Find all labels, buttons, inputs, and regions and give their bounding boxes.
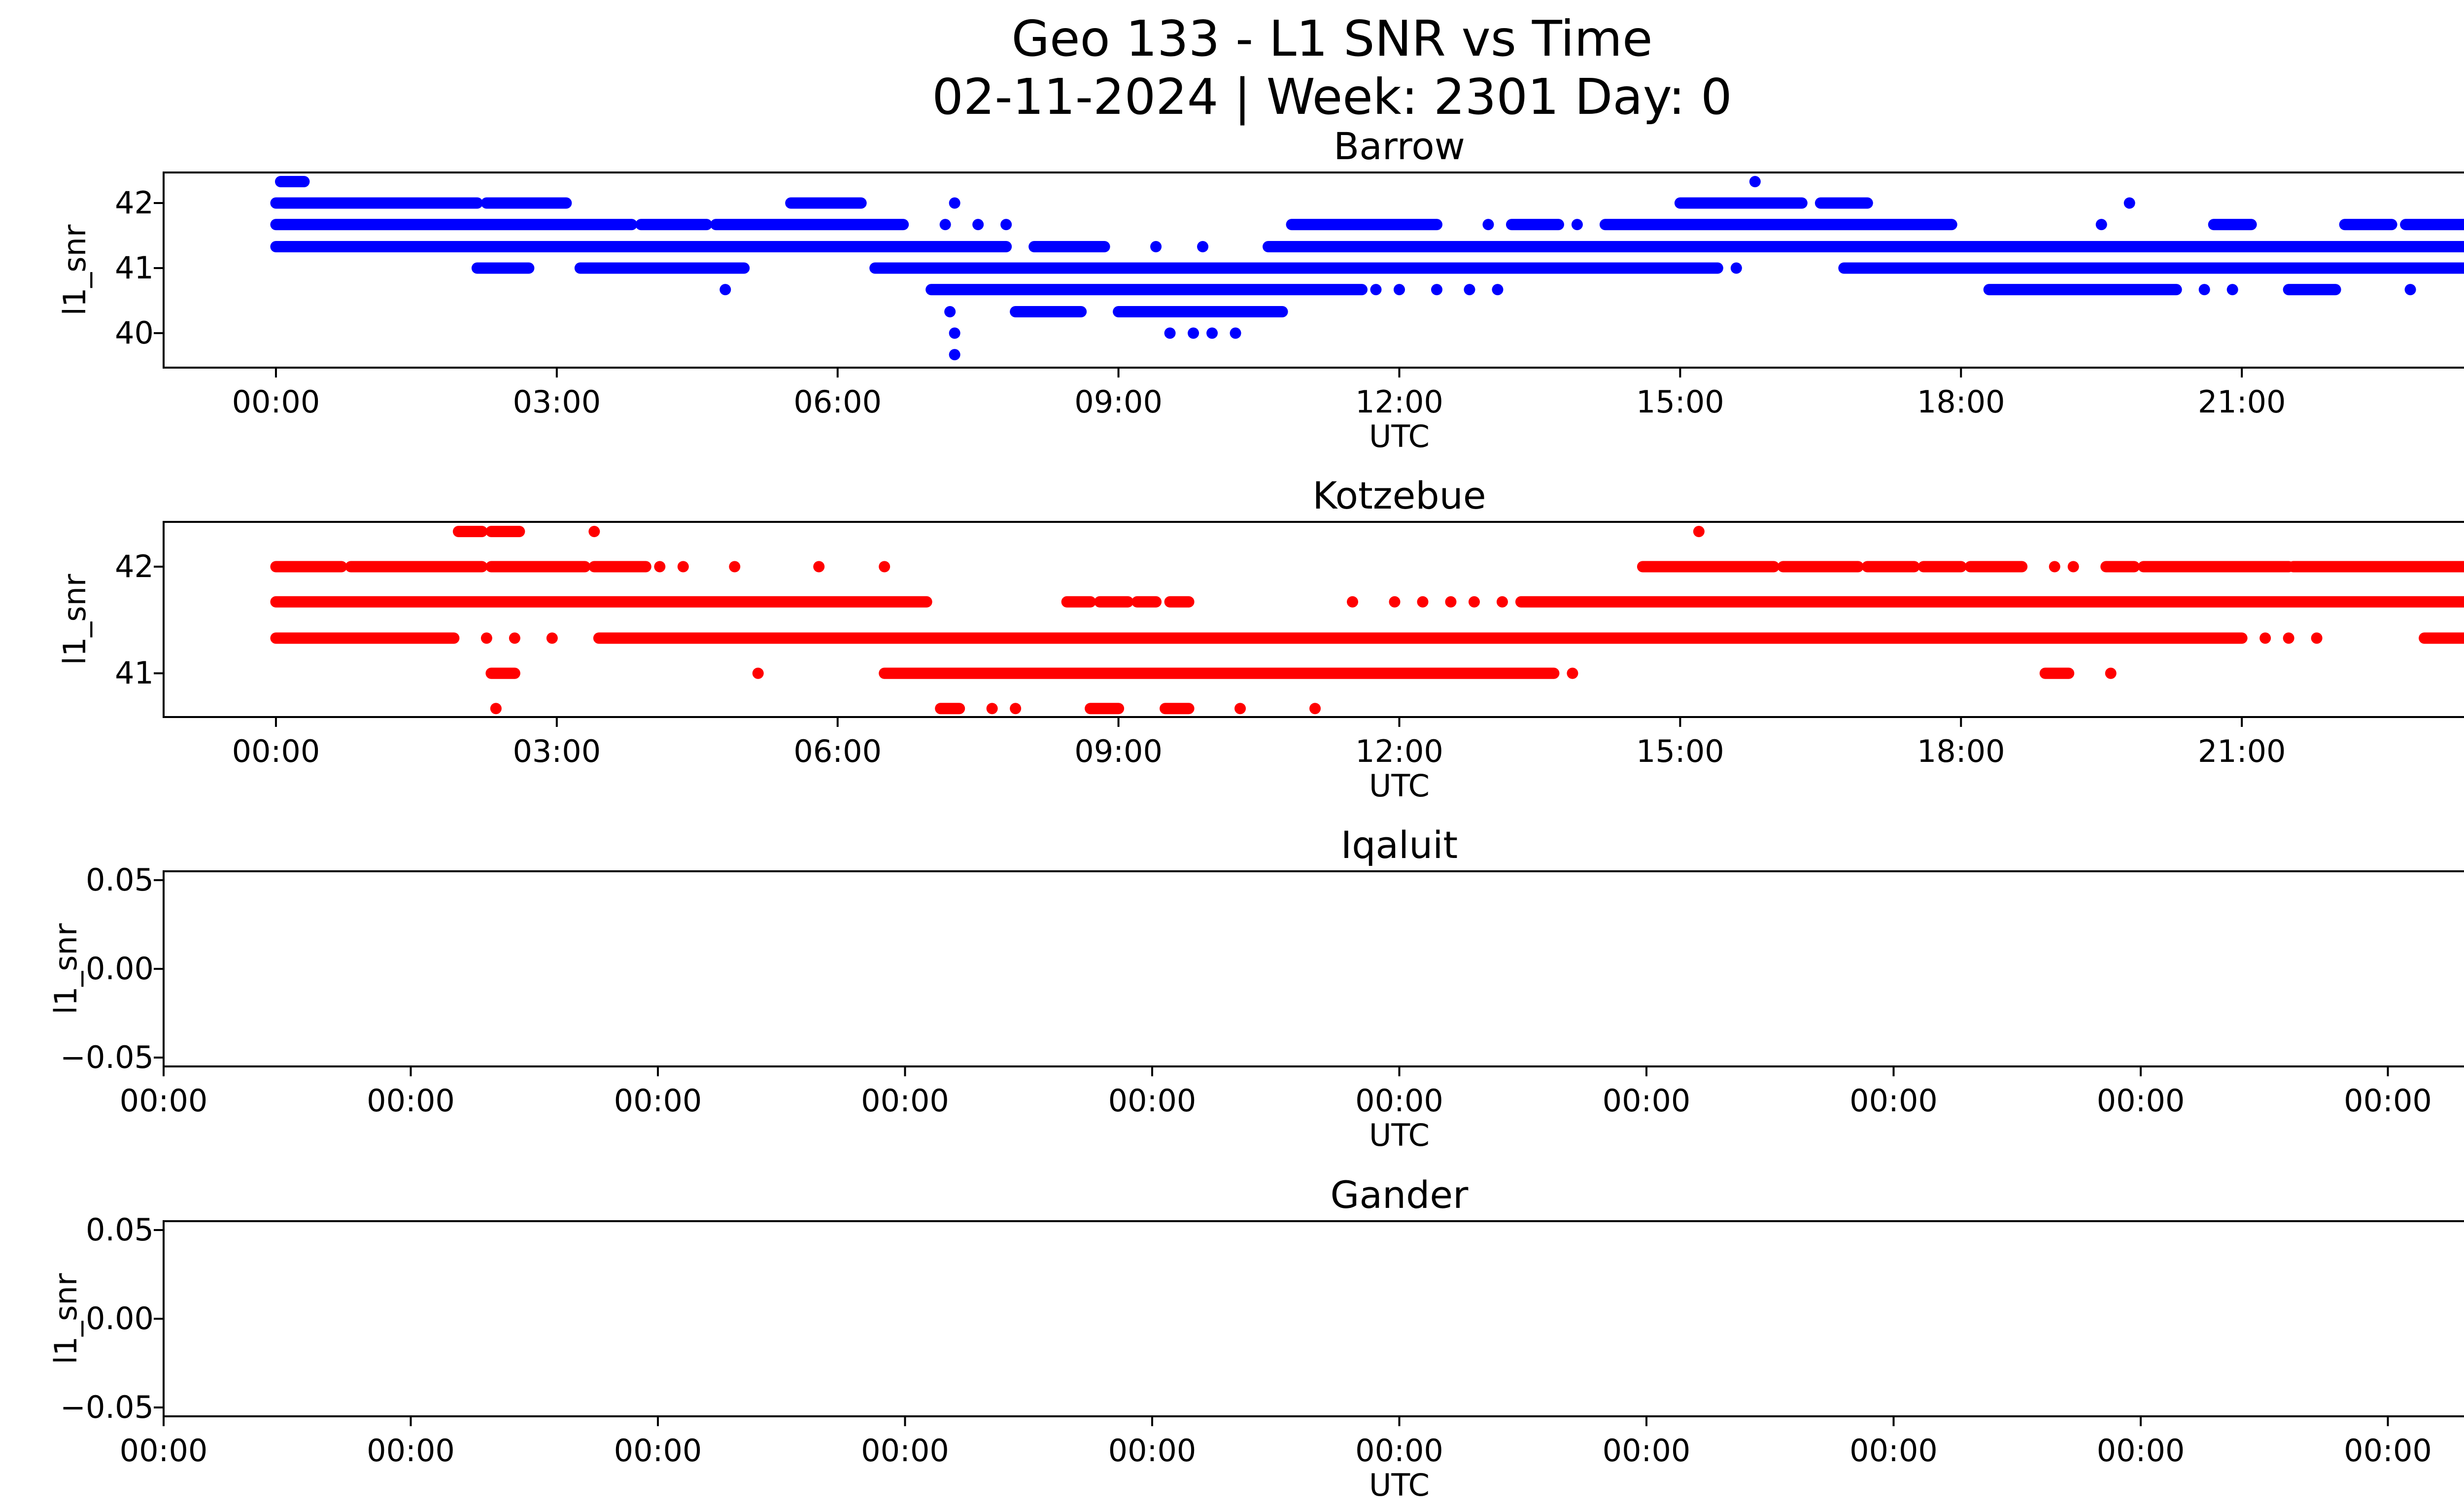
snr-data-point-kotzebue xyxy=(2283,632,2294,644)
snr-data-point-barrow xyxy=(2405,284,2416,295)
snr-data-point-kotzebue xyxy=(1309,703,1321,714)
snr-data-point-kotzebue xyxy=(2259,632,2271,644)
snr-data-point-barrow xyxy=(949,349,960,360)
snr-data-point-kotzebue xyxy=(2049,561,2060,572)
subplot-title-barrow: Barrow xyxy=(164,125,2464,168)
snr-data-point-kotzebue xyxy=(1497,596,1508,608)
snr-data-point-barrow xyxy=(972,219,984,230)
snr-data-point-kotzebue xyxy=(1347,596,1358,608)
y-axis-label-iqaluit: l1_snr xyxy=(44,870,88,1067)
snr-data-point-kotzebue xyxy=(588,526,600,537)
subplot-title-iqaluit: Iqaluit xyxy=(164,824,2464,866)
snr-data-point-kotzebue xyxy=(813,561,824,572)
snr-data-point-barrow xyxy=(1000,219,1012,230)
snr-data-point-kotzebue xyxy=(490,703,502,714)
x-axis-label-iqaluit: UTC xyxy=(164,1114,2464,1157)
snr-data-point-kotzebue xyxy=(1389,596,1401,608)
snr-data-point-barrow xyxy=(949,328,960,339)
x-axis-label-barrow: UTC xyxy=(164,415,2464,458)
snr-data-point-kotzebue xyxy=(1234,703,1246,714)
subplot-title-kotzebue: Kotzebue xyxy=(164,475,2464,517)
snr-data-point-barrow xyxy=(1197,241,1208,252)
snr-data-point-barrow xyxy=(1749,176,1761,187)
snr-data-point-kotzebue xyxy=(753,668,764,679)
snr-data-point-barrow xyxy=(1188,328,1199,339)
x-axis-label-gander: UTC xyxy=(164,1464,2464,1507)
snr-data-point-kotzebue xyxy=(1567,668,1578,679)
snr-data-point-barrow xyxy=(2096,219,2107,230)
y-axis-label-kotzebue: l1_snr xyxy=(53,521,97,718)
snr-data-point-barrow xyxy=(1431,284,1442,295)
y-axis-label-barrow: l1_snr xyxy=(53,171,97,369)
snr-data-point-barrow xyxy=(1370,284,1382,295)
snr-data-point-kotzebue xyxy=(987,703,998,714)
snr-data-point-kotzebue xyxy=(1469,596,1480,608)
plot-frame-iqaluit xyxy=(164,871,2464,1066)
snr-data-point-barrow xyxy=(1206,328,1218,339)
snr-data-point-barrow xyxy=(719,284,731,295)
snr-data-point-kotzebue xyxy=(1693,526,1705,537)
snr-data-point-kotzebue xyxy=(2311,632,2323,644)
snr-data-point-kotzebue xyxy=(509,632,520,644)
snr-data-point-barrow xyxy=(1482,219,1494,230)
snr-data-point-barrow xyxy=(1492,284,1503,295)
y-axis-label-gander: l1_snr xyxy=(44,1220,88,1417)
snr-data-point-barrow xyxy=(1731,263,1742,274)
snr-data-point-kotzebue xyxy=(1445,596,1456,608)
snr-data-point-kotzebue xyxy=(547,632,558,644)
snr-data-point-barrow xyxy=(1164,328,1176,339)
snr-data-point-kotzebue xyxy=(729,561,740,572)
snr-data-point-barrow xyxy=(1394,284,1405,295)
subplot-title-gander: Gander xyxy=(164,1174,2464,1216)
x-axis-label-kotzebue: UTC xyxy=(164,764,2464,808)
snr-data-point-barrow xyxy=(949,198,960,209)
snr-data-point-kotzebue xyxy=(678,561,689,572)
snr-data-point-kotzebue xyxy=(1010,703,1021,714)
snr-data-point-kotzebue xyxy=(654,561,665,572)
snr-data-point-kotzebue xyxy=(1417,596,1428,608)
snr-data-point-kotzebue xyxy=(481,632,492,644)
plot-frame-kotzebue xyxy=(164,522,2464,717)
snr-data-point-barrow xyxy=(2227,284,2238,295)
snr-data-point-barrow xyxy=(944,306,956,317)
snr-data-point-barrow xyxy=(2199,284,2210,295)
plot-frame-gander xyxy=(164,1221,2464,1416)
snr-data-point-barrow xyxy=(1464,284,1475,295)
snr-data-point-barrow xyxy=(940,219,951,230)
snr-data-point-kotzebue xyxy=(879,561,890,572)
snr-data-point-barrow xyxy=(1230,328,1241,339)
snr-data-point-barrow xyxy=(2124,198,2135,209)
snr-data-point-kotzebue xyxy=(2105,668,2117,679)
snr-data-point-barrow xyxy=(1150,241,1162,252)
snr-data-point-barrow xyxy=(1572,219,1583,230)
snr-data-point-kotzebue xyxy=(2068,561,2079,572)
